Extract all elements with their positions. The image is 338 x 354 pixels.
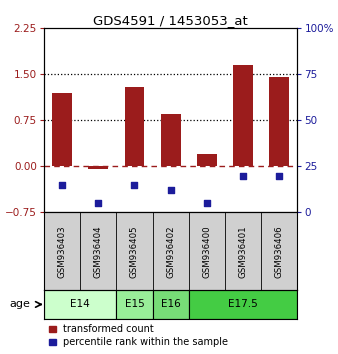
Text: E15: E15 [125,299,144,309]
Text: GSM936400: GSM936400 [202,225,211,278]
Bar [269,78,289,166]
Title: GDS4591 / 1453053_at: GDS4591 / 1453053_at [93,14,248,27]
Text: GSM936401: GSM936401 [239,225,248,278]
Text: GSM936405: GSM936405 [130,225,139,278]
Point [240,173,246,178]
Bar [152,290,189,319]
Bar [189,290,297,319]
Text: GSM936402: GSM936402 [166,225,175,278]
Bar [161,114,180,166]
Text: E14: E14 [70,299,90,309]
Point [96,200,101,206]
Bar [52,93,72,166]
Point [276,173,282,178]
Point [59,182,65,188]
Text: E16: E16 [161,299,180,309]
Bar [88,166,108,170]
Bar [124,87,144,166]
Text: E17.5: E17.5 [228,299,258,309]
Text: GSM936403: GSM936403 [57,225,67,278]
Point [132,182,137,188]
Text: age: age [9,299,30,309]
Bar [233,65,253,166]
Bar [116,290,152,319]
Bar [197,154,217,166]
Bar [44,290,116,319]
Point [204,200,210,206]
Point [168,188,173,193]
Text: GSM936406: GSM936406 [275,225,284,278]
Legend: transformed count, percentile rank within the sample: transformed count, percentile rank withi… [49,325,228,347]
Text: GSM936404: GSM936404 [94,225,103,278]
